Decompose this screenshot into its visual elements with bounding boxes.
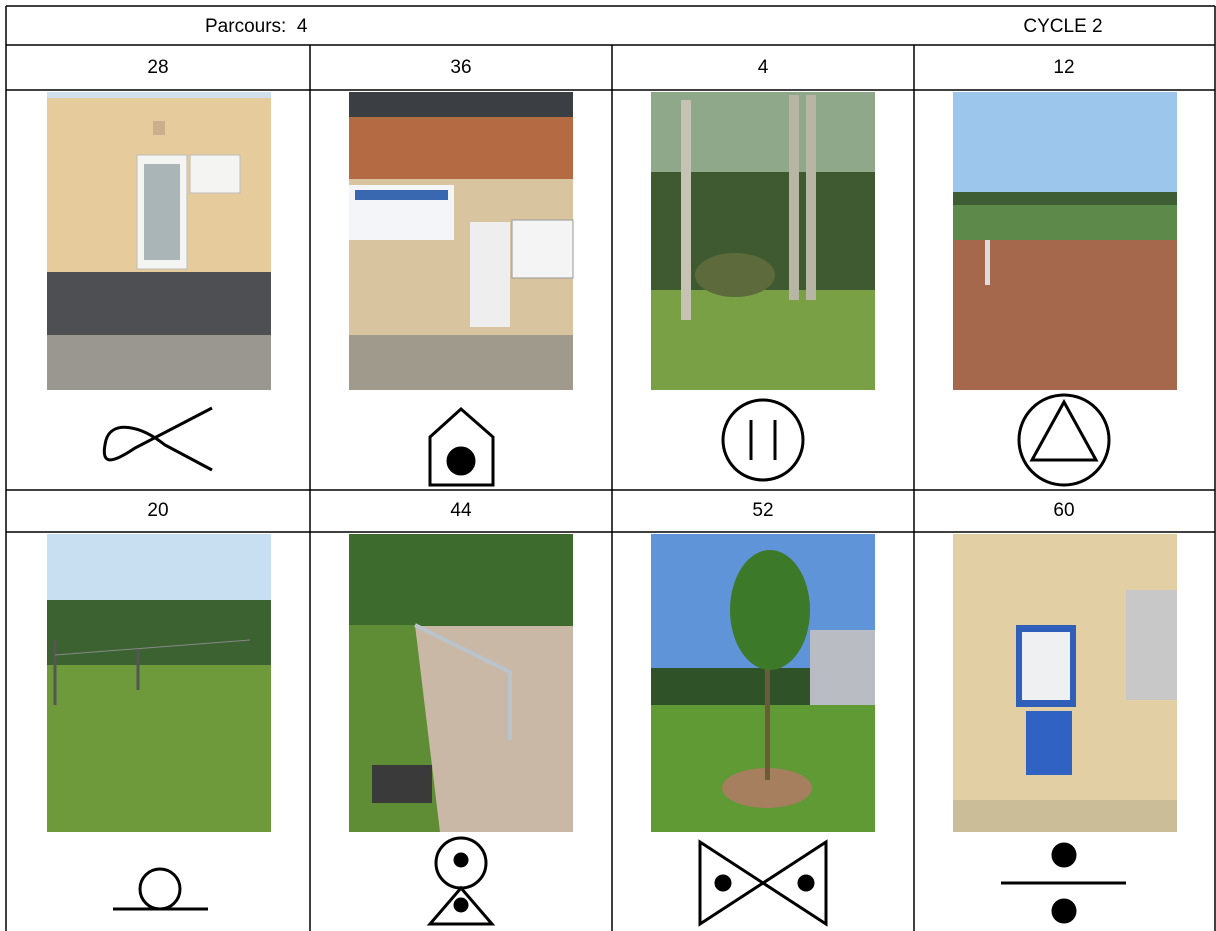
photo-fence-grass xyxy=(47,534,271,832)
photo-railing-gravel xyxy=(349,534,573,832)
photo-young-tree xyxy=(651,534,875,832)
cell-number: 44 xyxy=(450,500,472,521)
cycle-label: CYCLE 2 xyxy=(1023,16,1102,37)
symbol-bowtie-dots xyxy=(698,839,828,927)
symbol-loop-cross xyxy=(102,406,213,472)
symbol-house-dot xyxy=(428,406,495,487)
symbol-circle-triangle xyxy=(1017,393,1111,487)
cell-number: 12 xyxy=(1053,57,1074,78)
cell-number: 20 xyxy=(147,500,168,521)
photo-sports-field xyxy=(953,92,1177,390)
table-grid xyxy=(5,5,1216,931)
cell-number: 60 xyxy=(1053,500,1074,521)
cell-number: 4 xyxy=(758,57,769,78)
parcours-title: Parcours: 4 xyxy=(205,16,308,37)
cell-number: 52 xyxy=(752,500,773,521)
symbol-circle-line xyxy=(113,867,208,911)
photo-clubhouse xyxy=(349,92,574,390)
photo-trees xyxy=(651,92,875,390)
cell-number: 36 xyxy=(450,57,471,78)
photo-building-door xyxy=(47,92,271,390)
symbol-circle-bars xyxy=(721,398,805,482)
symbol-division xyxy=(1001,842,1126,924)
photo-notice-board xyxy=(953,534,1177,832)
symbol-figure-dots xyxy=(426,836,496,926)
cell-number: 28 xyxy=(147,57,168,78)
